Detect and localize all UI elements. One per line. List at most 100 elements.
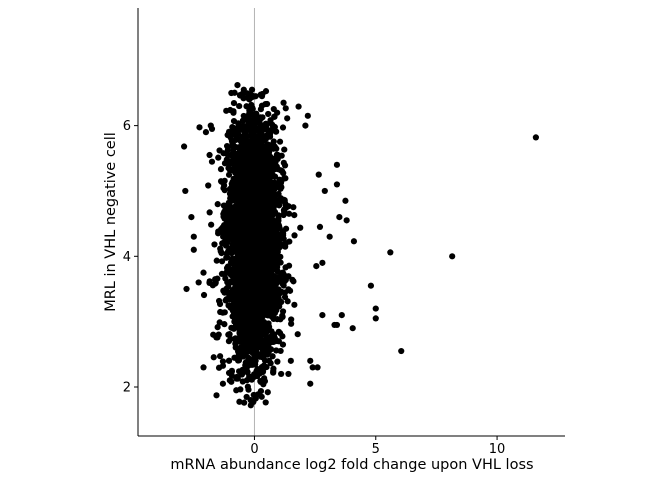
data-point [262, 161, 269, 169]
data-point [304, 112, 311, 119]
data-point [221, 288, 228, 295]
axes [137, 8, 565, 437]
data-point [276, 138, 284, 145]
data-point [228, 185, 235, 193]
data-point [249, 202, 256, 209]
data-point [232, 344, 239, 351]
data-point [241, 116, 249, 123]
data-point [242, 362, 249, 369]
y-axis-title: MRL in VHL negative cell [103, 132, 119, 312]
data-point [247, 263, 254, 270]
data-point [219, 240, 226, 247]
data-point [238, 371, 246, 378]
data-point [264, 341, 272, 349]
data-point [277, 347, 284, 355]
data-point [190, 233, 197, 240]
data-point [256, 241, 263, 248]
data-point [225, 369, 233, 377]
data-point [319, 259, 326, 266]
data-point [225, 157, 232, 164]
data-point [321, 187, 328, 195]
data-point [226, 331, 233, 338]
data-point [247, 402, 254, 409]
data-point [267, 360, 274, 367]
data-point [280, 159, 287, 166]
data-point [246, 316, 253, 323]
data-point [274, 166, 282, 173]
data-point [182, 187, 189, 195]
data-point [264, 351, 271, 358]
data-point [297, 224, 304, 231]
data-point [228, 268, 235, 275]
data-point [226, 377, 233, 384]
data-point [274, 358, 281, 365]
data-point [284, 115, 291, 122]
data-point [239, 90, 246, 97]
data-point [230, 99, 238, 107]
data-point [256, 316, 263, 324]
data-point [223, 265, 231, 272]
data-point [257, 106, 264, 113]
data-point [349, 325, 356, 332]
data-point [214, 201, 221, 208]
data-point [279, 124, 287, 131]
data-point [265, 301, 272, 308]
data-point [269, 190, 276, 197]
data-point [200, 291, 208, 299]
data-point [216, 300, 224, 308]
data-point [274, 267, 281, 274]
data-point [269, 121, 276, 128]
data-point [286, 287, 294, 294]
data-point [259, 296, 266, 303]
data-point [257, 378, 264, 385]
data-point [272, 158, 279, 165]
data-point [279, 341, 287, 348]
data-point [295, 103, 302, 110]
data-point [343, 217, 350, 224]
data-point [248, 86, 256, 93]
data-point [254, 188, 261, 195]
y-tick-label: 6 [123, 119, 131, 134]
data-point [281, 146, 288, 153]
data-point [449, 253, 456, 260]
data-point [254, 204, 261, 212]
data-point [313, 263, 320, 270]
data-point [258, 328, 265, 335]
data-point [250, 234, 257, 241]
data-point [266, 323, 273, 330]
data-point [225, 357, 233, 364]
data-point [278, 298, 285, 306]
data-point [230, 258, 237, 266]
data-point [226, 212, 233, 219]
data-point [246, 358, 253, 365]
data-point [350, 238, 358, 245]
data-point [266, 181, 274, 188]
data-point [236, 252, 243, 259]
data-point [288, 320, 295, 327]
data-point [258, 366, 265, 373]
data-point [250, 343, 257, 350]
data-point [249, 297, 256, 304]
data-point [269, 353, 276, 360]
data-point [272, 222, 280, 229]
data-point [342, 197, 349, 204]
data-point [276, 179, 283, 186]
data-point [280, 232, 287, 239]
data-point [224, 131, 231, 139]
data-point [387, 249, 394, 256]
data-point [223, 296, 230, 303]
x-tick-label: 0 [250, 442, 258, 457]
data-point [258, 228, 266, 235]
data-point [216, 353, 224, 360]
data-point [230, 150, 237, 157]
data-point [223, 254, 230, 261]
data-point [291, 232, 298, 239]
data-point [248, 374, 256, 381]
data-points [180, 82, 539, 409]
data-point [242, 227, 249, 235]
data-point [265, 210, 273, 218]
data-point [235, 208, 242, 216]
data-point [227, 335, 234, 343]
data-point [252, 291, 259, 298]
